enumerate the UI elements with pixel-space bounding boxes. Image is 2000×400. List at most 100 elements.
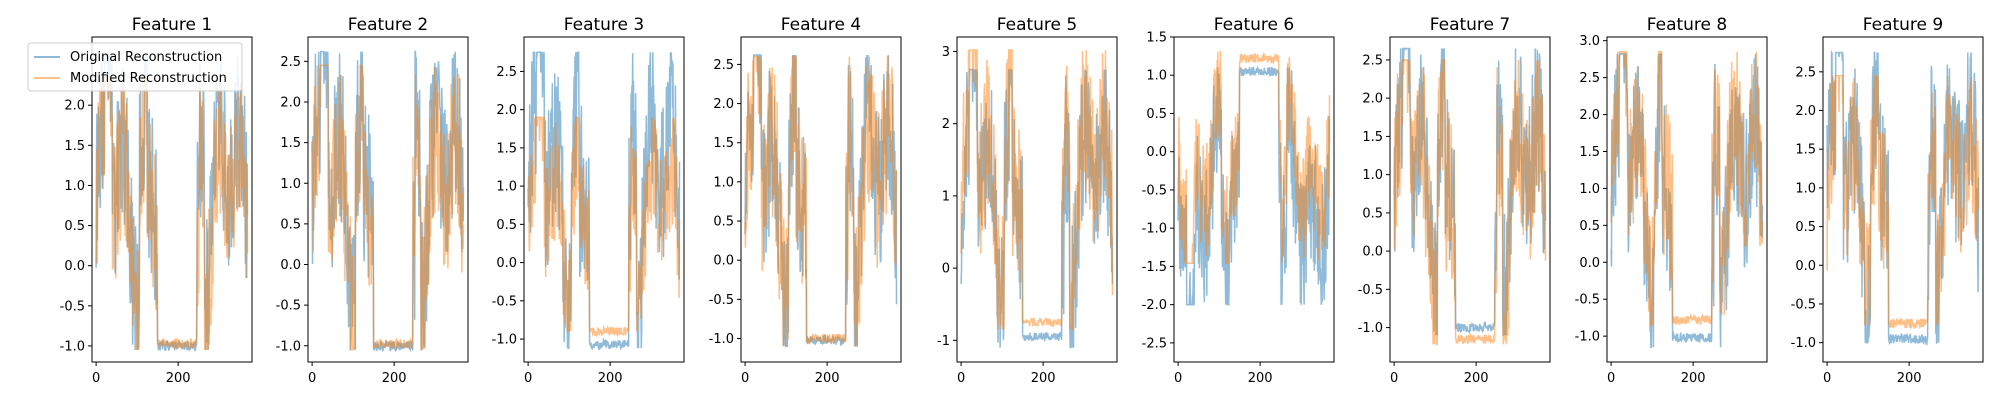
axes-frame [956,36,1118,363]
y-tick-label: 0.0 [280,258,301,273]
y-tick-label: 2.0 [1579,108,1600,123]
y-tick-label: 2.5 [1795,65,1816,80]
y-tick-label: -0.5 [492,294,517,309]
panel-9: Feature 9 -1.0 -0.5 0.0 0.5 1.0 1.5 2.0 2.5 0 200 [1791,15,1984,386]
y-tick-label: -0.5 [1575,293,1600,308]
y-tick-label: 0 [942,262,950,277]
axes-frame [1822,36,1984,363]
series-group [744,54,898,348]
series-line-modified [1610,51,1764,326]
y-tick-label: 1.5 [1362,130,1383,145]
x-tick-label: 200 [1464,371,1489,386]
panel-title: Feature 9 [1863,15,1943,35]
series-line-modified [1826,74,1980,330]
series-line-modified [95,76,249,351]
y-tick-label: -2.5 [1142,336,1167,351]
y-tick-label: -1.0 [1142,222,1167,237]
panel-5: Feature 5 -1 0 1 2 3 0 200 [937,15,1118,386]
panel-title: Feature 5 [997,15,1077,35]
y-tick-label: 0.5 [1362,206,1383,221]
y-tick-label: 1.0 [1795,181,1816,196]
y-tick-label: -1 [937,334,950,349]
y-tick-label: -2.0 [1142,298,1167,313]
y-tick-label: 1.5 [713,136,734,151]
y-tick-label: 1.5 [280,136,301,151]
y-tick-label: -1.5 [1142,260,1167,275]
y-tick-label: -0.5 [276,299,301,314]
panel-1: Feature 1 -1.0 -0.5 0.0 0.5 1.0 1.5 2.0 0 200 [60,15,253,386]
y-tick-label: 0.0 [1146,145,1167,160]
y-tick-label: 2 [942,117,950,132]
series-line-original [311,50,465,353]
axes-frame [1606,36,1768,363]
y-tick-label: 1.0 [713,175,734,190]
y-tick-label: 2.5 [1579,71,1600,86]
y-tick-label: 2.0 [280,96,301,111]
panel-title: Feature 4 [781,15,861,35]
y-tick-label: 0.5 [280,217,301,232]
axes-frame [523,36,685,363]
legend: Original Reconstruction Modified Reconst… [27,42,243,92]
panel-title: Feature 1 [132,15,212,35]
series-line-modified [1393,59,1547,346]
y-tick-label: -0.5 [1358,283,1383,298]
y-tick-label: 0.5 [496,218,517,233]
y-tick-label: 0.5 [1795,220,1816,235]
y-tick-label: 2.0 [1795,104,1816,119]
x-tick-label: 200 [1031,371,1056,386]
y-tick-label: 2.5 [713,58,734,73]
panel-title: Feature 6 [1214,15,1294,35]
series-line-modified [960,49,1114,331]
x-tick-label: 200 [166,371,191,386]
y-tick-label: 0.5 [713,215,734,230]
y-tick-label: 0.5 [64,219,85,234]
legend-label-original: Original Reconstruction [70,50,222,65]
y-tick-label: -1.0 [1358,321,1383,336]
series-line-modified [311,64,465,351]
y-tick-label: -1.0 [1575,330,1600,345]
y-tick-label: 0.0 [1795,259,1816,274]
series-group [960,49,1114,349]
y-tick-label: 2.5 [280,55,301,70]
series-group [311,50,465,353]
x-tick-label: 200 [598,371,623,386]
x-tick-label: 0 [92,371,100,386]
series-group [527,51,681,351]
panel-title: Feature 8 [1647,15,1727,35]
y-tick-label: 0.0 [1362,245,1383,260]
axes-frame [1389,36,1551,363]
series-line-modified [744,55,898,348]
x-tick-label: 200 [1681,371,1706,386]
y-tick-label: 1.5 [1579,145,1600,160]
series-line-modified [527,116,681,338]
y-tick-label: 1.5 [1795,143,1816,158]
y-tick-label: -1.0 [60,339,85,354]
x-tick-label: 0 [1607,371,1615,386]
y-tick-label: 2.0 [64,99,85,114]
panel-title: Feature 2 [348,15,428,35]
y-tick-label: -1.0 [492,333,517,348]
x-tick-label: 0 [524,371,532,386]
x-tick-label: 0 [741,371,749,386]
y-tick-label: 0.0 [64,259,85,274]
y-tick-label: 3 [942,45,950,60]
y-tick-label: 0.0 [713,254,734,269]
series-group [95,54,249,352]
y-tick-label: 1.0 [496,180,517,195]
y-tick-label: 0.5 [1579,219,1600,234]
series-group [1177,50,1331,306]
panel-8: Feature 8 -1.0 -0.5 0.0 0.5 1.0 1.5 2.0 2.5 3.0 0 2… [1575,15,1768,386]
y-tick-label: -1.0 [276,339,301,354]
y-tick-label: 2.5 [496,65,517,80]
x-tick-label: 200 [815,371,840,386]
panel-2: Feature 2 -1.0 -0.5 0.0 0.5 1.0 1.5 2.0 2.5 0 200 [276,15,469,386]
y-tick-label: -0.5 [1142,183,1167,198]
x-tick-label: 0 [1823,371,1831,386]
y-tick-label: 0.0 [496,256,517,271]
x-tick-label: 0 [1390,371,1398,386]
y-tick-label: 0.0 [1579,256,1600,271]
panel-3: Feature 3 -1.0 -0.5 0.0 0.5 1.0 1.5 2.0 2.5 0 200 [492,15,685,386]
x-tick-label: 0 [957,371,965,386]
y-tick-label: 1.0 [64,179,85,194]
